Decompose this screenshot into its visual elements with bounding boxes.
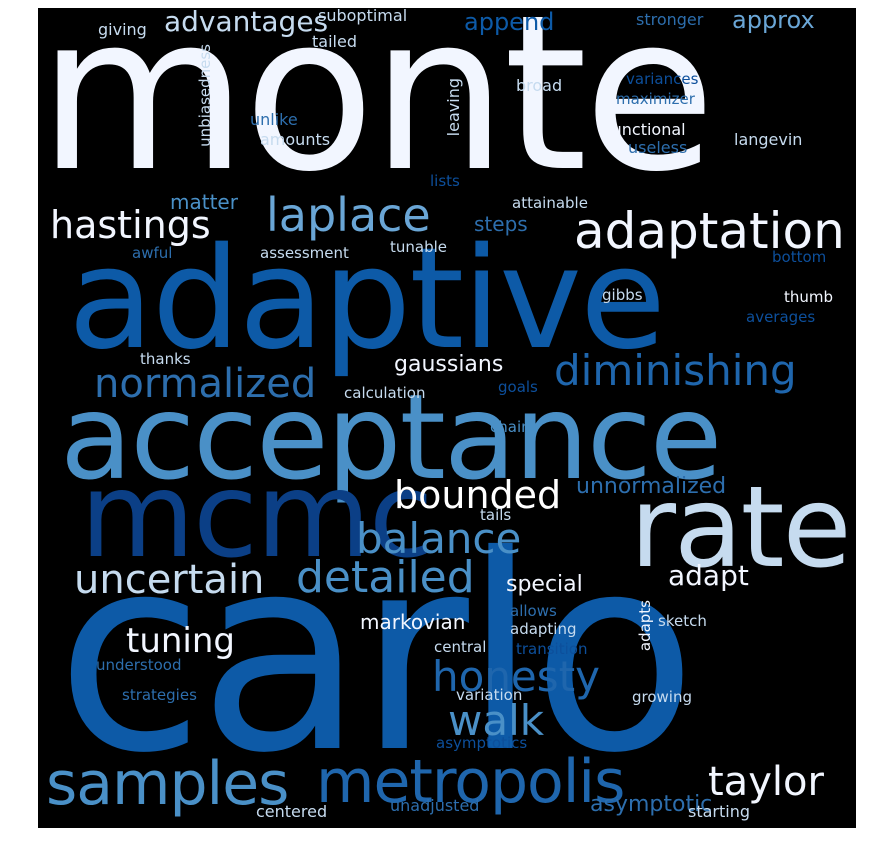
word-useless: useless (628, 140, 687, 156)
word-unnormalized: unnormalized (576, 476, 726, 498)
word-giving: giving (98, 22, 147, 38)
word-normalized: normalized (94, 364, 316, 404)
word-transition: transition (516, 642, 587, 657)
word-thanks: thanks (140, 352, 191, 367)
word-leaving: leaving (446, 78, 462, 136)
word-attainable: attainable (512, 196, 588, 211)
word-adapts: adapts (638, 600, 653, 651)
word-starting: starting (688, 804, 750, 820)
word-uncertain: uncertain (74, 560, 264, 600)
word-maximizer: maximizer (616, 92, 695, 107)
word-gibbs: gibbs (602, 288, 643, 303)
word-langevin: langevin (734, 132, 802, 148)
word-cloud: monte carlo adaptive acceptance mcmc rat… (38, 8, 856, 828)
word-broad: broad (516, 78, 562, 94)
word-bounded: bounded (394, 476, 561, 514)
word-samples: samples (46, 754, 288, 814)
word-awful: awful (132, 246, 172, 261)
word-tunable: tunable (390, 240, 447, 255)
word-stronger: stronger (636, 12, 703, 28)
word-append: append (464, 10, 554, 34)
word-adapt: adapt (668, 562, 749, 590)
word-allows: allows (510, 604, 557, 619)
word-assessment: assessment (260, 246, 349, 261)
word-advantages: advantages (164, 8, 328, 36)
word-thumb: thumb (784, 290, 833, 305)
word-centered: centered (256, 804, 327, 820)
word-tailed: tailed (312, 34, 357, 50)
word-suboptimal: suboptimal (318, 8, 407, 24)
word-adapting: adapting (510, 622, 577, 637)
word-unlike: unlike (250, 112, 298, 128)
word-gaussians: gaussians (394, 354, 503, 376)
word-variances: variances (626, 72, 698, 87)
word-laplace: laplace (266, 192, 431, 238)
word-functional: functional (606, 122, 686, 138)
word-averages: averages (746, 310, 815, 325)
word-approx: approx (732, 8, 815, 32)
word-matter: matter (170, 192, 238, 212)
word-special: special (506, 574, 583, 596)
word-asymptotics: asymptotics (436, 736, 527, 751)
word-central: central (434, 640, 486, 655)
word-unbiasedness: unbiasedness (198, 44, 213, 147)
word-goals: goals (498, 380, 538, 395)
word-lists: lists (430, 174, 460, 189)
word-calculation: calculation (344, 386, 425, 401)
word-unadjusted: unadjusted (390, 798, 479, 814)
word-taylor: taylor (708, 762, 824, 802)
word-bottom: bottom (772, 250, 826, 265)
word-variation: variation (456, 688, 522, 703)
word-diminishing: diminishing (554, 350, 797, 392)
word-amounts: amounts (260, 132, 330, 148)
word-tails: tails (480, 508, 511, 523)
word-tuning: tuning (126, 624, 235, 658)
word-understood: understood (96, 658, 182, 673)
word-detailed: detailed (296, 556, 475, 600)
word-markovian: markovian (360, 612, 465, 632)
word-strategies: strategies (122, 688, 197, 703)
word-growing: growing (632, 690, 692, 705)
word-steps: steps (474, 214, 528, 234)
word-sketch: sketch (658, 614, 707, 629)
word-chains: chains (490, 420, 538, 435)
